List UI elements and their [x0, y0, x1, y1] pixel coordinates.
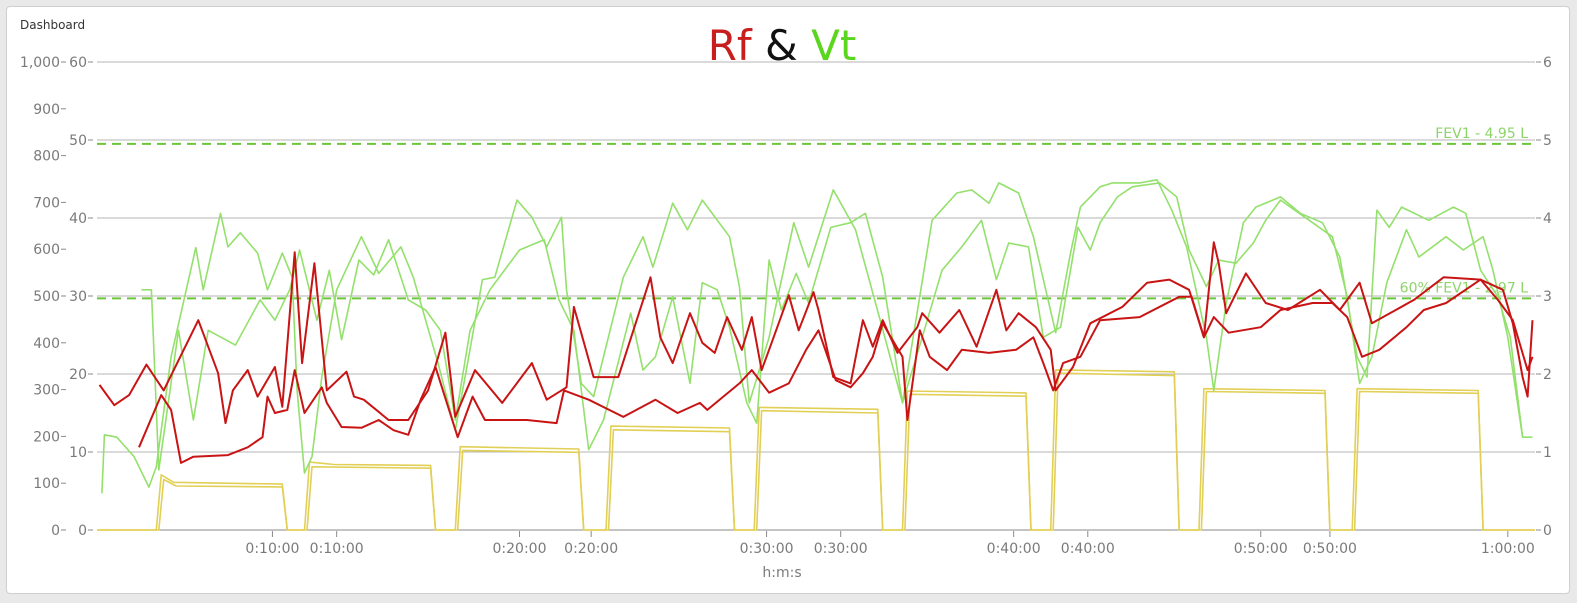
axes: 01002003004005006007008009001,0000102030…: [20, 55, 1552, 557]
x-tick-label: 0:50:00: [1303, 541, 1357, 557]
left-outer-tick-label: 600: [33, 242, 60, 258]
title-vt: Vt: [811, 21, 856, 70]
left-outer-tick-label: 500: [33, 289, 60, 305]
right-tick-label: 1: [1543, 445, 1552, 461]
left-outer-tick-label: 800: [33, 149, 60, 165]
left-outer-tick-label: 700: [33, 195, 60, 211]
left-outer-tick-label: 200: [33, 429, 60, 445]
chart-title: Rf & Vt: [708, 21, 857, 70]
rf-series-line: [138, 278, 1534, 464]
right-tick-label: 0: [1543, 523, 1552, 539]
right-tick-label: 4: [1543, 211, 1552, 227]
right-tick-label: 6: [1543, 55, 1552, 71]
left-outer-tick-label: 100: [33, 476, 60, 492]
x-axis-label: h:m:s: [762, 565, 801, 581]
left-inner-tick-label: 40: [69, 211, 87, 227]
left-outer-tick-label: 300: [33, 383, 60, 399]
grid: [97, 61, 1535, 531]
load-series-line: [97, 372, 1535, 531]
x-tick-label: 0:20:00: [493, 541, 547, 557]
right-tick-label: 3: [1543, 289, 1552, 305]
left-inner-tick-label: 50: [69, 133, 87, 149]
left-inner-tick-label: 0: [78, 523, 87, 539]
x-tick-label: 0:30:00: [740, 541, 794, 557]
left-inner-tick-label: 60: [69, 55, 87, 71]
load-series-line: [97, 369, 1535, 531]
right-tick-label: 2: [1543, 367, 1552, 383]
reference-label: 60% FEV1 - 2.97 L: [1400, 280, 1529, 296]
left-inner-tick-label: 30: [69, 289, 87, 305]
x-tick-label: 0:40:00: [1061, 541, 1115, 557]
x-tick-label: 0:50:00: [1234, 541, 1288, 557]
rf-series-line: [98, 241, 1534, 425]
x-tick-label: 1:00:00: [1481, 541, 1535, 557]
x-tick-label: 0:20:00: [564, 541, 618, 557]
title-rf: Rf: [708, 21, 753, 70]
x-tick-label: 0:10:00: [310, 541, 364, 557]
series-group: [97, 179, 1535, 531]
x-tick-label: 0:30:00: [814, 541, 868, 557]
x-tick-label: 0:10:00: [245, 541, 299, 557]
left-outer-tick-label: 400: [33, 336, 60, 352]
left-outer-tick-label: 0: [51, 523, 60, 539]
right-tick-label: 5: [1543, 133, 1552, 149]
panel-title: Dashboard: [20, 18, 86, 32]
left-outer-tick-label: 1,000: [20, 55, 60, 71]
reference-label: FEV1 - 4.95 L: [1435, 126, 1528, 142]
left-inner-tick-label: 20: [69, 367, 87, 383]
left-inner-tick-label: 10: [69, 445, 87, 461]
left-outer-tick-label: 900: [33, 102, 60, 118]
x-tick-label: 0:40:00: [987, 541, 1041, 557]
title-amp: &: [752, 21, 811, 70]
